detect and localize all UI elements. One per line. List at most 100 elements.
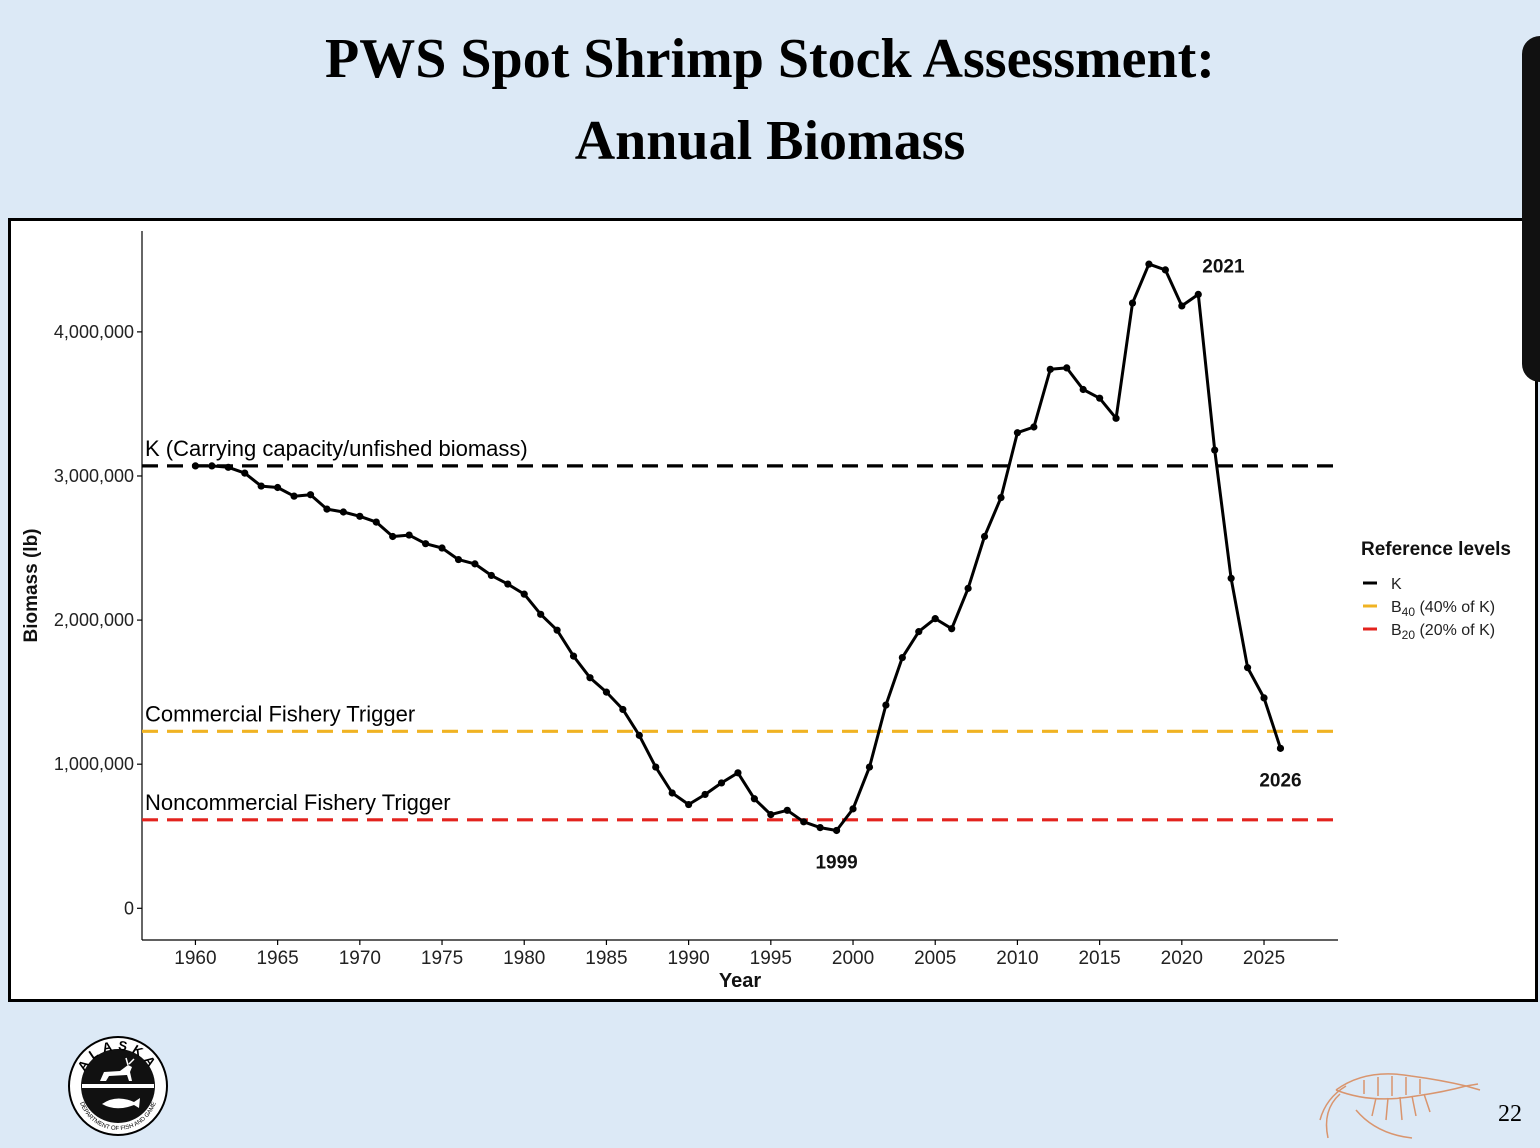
- data-point: [1063, 364, 1071, 372]
- x-tick-label: 1990: [667, 948, 709, 969]
- data-point: [438, 544, 446, 552]
- data-point: [191, 462, 200, 470]
- data-point: [1276, 744, 1285, 752]
- data-point: [454, 555, 463, 564]
- reference-label-b40: Commercial Fishery Trigger: [145, 701, 415, 726]
- biomass-line: [195, 262, 1282, 832]
- data-point: [1178, 302, 1186, 310]
- data-point: [372, 518, 380, 526]
- data-point: [306, 491, 315, 499]
- data-point: [668, 789, 676, 797]
- data-point: [569, 652, 578, 660]
- data-point: [1194, 290, 1202, 299]
- x-tick-label: 2000: [832, 948, 874, 969]
- data-point: [1030, 423, 1038, 431]
- data-point: [964, 584, 972, 592]
- data-point: [931, 615, 939, 623]
- data-point: [241, 469, 249, 477]
- y-tick-label: 1,000,000: [54, 754, 134, 774]
- data-point: [1227, 574, 1235, 582]
- data-point: [734, 769, 742, 777]
- data-point: [323, 505, 331, 513]
- data-point: [487, 571, 495, 580]
- biomass-chart: 0 1,000,000 2,000,000 3,000,000 4,000,000 196…: [21, 231, 1511, 992]
- data-point: [685, 800, 693, 809]
- slide-title-line1: PWS Spot Shrimp Stock Assessment:: [325, 28, 1215, 90]
- data-point: [997, 493, 1005, 502]
- data-point: [356, 512, 364, 520]
- shrimp-illustration: [1319, 1073, 1481, 1139]
- data-point: [849, 805, 857, 813]
- x-tick-label: 1995: [750, 948, 792, 969]
- y-tick-label: 0: [124, 898, 134, 918]
- data-point: [537, 610, 545, 618]
- data-point: [832, 826, 841, 835]
- data-point: [816, 823, 824, 832]
- x-axis-label: Year: [719, 970, 761, 992]
- data-point: [800, 818, 808, 826]
- data-point: [948, 625, 956, 633]
- data-point: [504, 580, 512, 588]
- data-point: [750, 795, 758, 803]
- x-tick-label: 2010: [996, 948, 1038, 969]
- data-point: [882, 701, 890, 709]
- data-point: [1211, 446, 1219, 454]
- legend-label-b40: B40 (40% of K): [1391, 599, 1495, 619]
- x-tick-label: 2005: [914, 948, 956, 969]
- data-point: [915, 628, 923, 636]
- data-point: [1079, 385, 1087, 394]
- data-point: [1096, 394, 1104, 402]
- data-point: [405, 531, 413, 539]
- data-point: [717, 779, 726, 787]
- data-point: [1128, 299, 1137, 307]
- data-point: [767, 811, 775, 819]
- data-point: [865, 763, 874, 771]
- data-point: [1013, 429, 1022, 437]
- data-point: [783, 806, 791, 814]
- slide-title-line2: Annual Biomass: [574, 110, 966, 172]
- y-axis-label: Biomass (lb): [21, 528, 42, 642]
- data-point: [421, 540, 430, 548]
- data-point: [1161, 266, 1169, 274]
- chart-panel: 0 1,000,000 2,000,000 3,000,000 4,000,000 196…: [8, 218, 1538, 1002]
- data-point: [652, 763, 660, 771]
- data-point: [553, 626, 561, 634]
- annotation-year-2026: 2026: [1259, 770, 1301, 791]
- data-point: [1243, 664, 1252, 672]
- x-tick-label: 2020: [1161, 948, 1203, 969]
- data-point: [257, 482, 265, 490]
- data-point: [602, 688, 611, 696]
- data-point: [619, 705, 627, 714]
- x-tick-label: 1970: [339, 948, 381, 969]
- data-point: [520, 590, 528, 598]
- legend-title: Reference levels: [1361, 539, 1511, 560]
- data-point: [339, 508, 347, 516]
- side-tab-handle: [1522, 36, 1540, 382]
- data-point: [1112, 414, 1120, 422]
- legend-label-b20: B20 (20% of K): [1391, 622, 1495, 642]
- data-point: [635, 731, 643, 739]
- x-tick-label: 2025: [1243, 948, 1285, 969]
- x-tick-label: 1980: [503, 948, 545, 969]
- annotation-year-1999: 1999: [815, 852, 857, 873]
- x-tick-label: 1965: [256, 948, 298, 969]
- y-tick-label: 4,000,000: [54, 322, 134, 342]
- page-number: 22: [1498, 1101, 1522, 1127]
- data-point: [290, 492, 298, 500]
- reference-label-b20: Noncommercial Fishery Trigger: [145, 790, 451, 815]
- data-point: [1145, 260, 1153, 268]
- legend-label-k: K: [1391, 576, 1402, 593]
- data-point: [208, 462, 216, 470]
- data-point: [1046, 365, 1054, 373]
- data-point: [898, 653, 906, 662]
- annotation-year-2021: 2021: [1202, 256, 1245, 277]
- x-tick-label: 1985: [585, 948, 627, 969]
- data-point: [389, 532, 397, 541]
- adfg-logo: ALASKA DEPARTMENT OF FISH AND GAME: [68, 1036, 168, 1136]
- y-tick-label: 3,000,000: [54, 466, 134, 486]
- data-point: [274, 483, 282, 492]
- data-point: [224, 463, 232, 471]
- data-point: [1260, 694, 1268, 702]
- x-tick-label: 1975: [421, 948, 463, 969]
- x-tick-label: 2015: [1078, 948, 1120, 969]
